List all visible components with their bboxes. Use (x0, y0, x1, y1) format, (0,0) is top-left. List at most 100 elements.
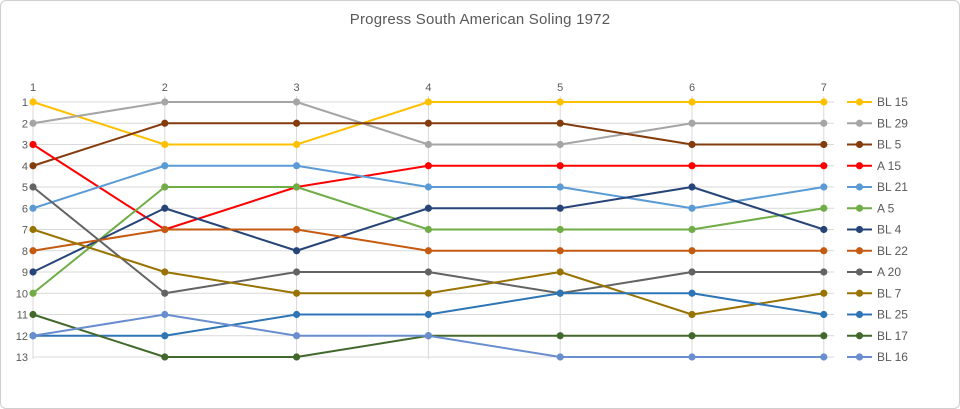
data-point-marker-bl-29-race-7[interactable] (820, 119, 828, 127)
legend-marker-icon (855, 332, 864, 340)
data-point-marker-a-20-race-2[interactable] (161, 289, 169, 297)
data-point-marker-a-5-race-5[interactable] (556, 225, 564, 234)
data-point-marker-bl-25-race-7[interactable] (820, 310, 828, 319)
data-point-marker-bl-22-race-4[interactable] (424, 247, 432, 255)
legend-item-bl-25[interactable]: BL 25 (847, 308, 908, 322)
legend-item-bl-4[interactable]: BL 4 (847, 223, 902, 237)
data-point-marker-bl-5-race-1[interactable] (29, 162, 37, 170)
data-point-marker-bl-16-race-3[interactable] (293, 332, 301, 340)
data-point-marker-a-20-race-3[interactable] (293, 268, 301, 276)
data-point-marker-bl-25-race-2[interactable] (161, 332, 169, 340)
data-point-marker-bl-29-race-3[interactable] (293, 98, 301, 106)
data-point-marker-bl-16-race-5[interactable] (556, 353, 564, 361)
data-point-marker-a-15-race-6[interactable] (688, 162, 696, 170)
data-point-marker-bl-17-race-2[interactable] (161, 353, 169, 361)
data-point-marker-bl-7-race-3[interactable] (293, 289, 301, 297)
data-point-marker-bl-21-race-6[interactable] (688, 204, 696, 212)
data-point-marker-a-15-race-1[interactable] (29, 140, 37, 149)
data-point-marker-bl-29-race-6[interactable] (688, 119, 696, 127)
data-point-marker-bl-22-race-3[interactable] (293, 225, 301, 234)
data-point-marker-bl-15-race-5[interactable] (556, 98, 564, 106)
data-point-marker-bl-16-race-6[interactable] (688, 353, 696, 361)
data-point-marker-a-5-race-4[interactable] (424, 225, 432, 234)
data-point-marker-bl-5-race-4[interactable] (424, 119, 432, 127)
data-point-marker-bl-17-race-5[interactable] (556, 332, 564, 340)
data-point-marker-a-20-race-4[interactable] (424, 268, 432, 276)
data-point-marker-bl-5-race-3[interactable] (293, 119, 301, 127)
legend-item-bl-29[interactable]: BL 29 (847, 116, 908, 130)
data-point-marker-bl-29-race-1[interactable] (29, 119, 37, 127)
data-point-marker-bl-4-race-2[interactable] (161, 204, 169, 212)
legend-item-bl-7[interactable]: BL 7 (847, 286, 902, 300)
data-point-marker-bl-4-race-7[interactable] (820, 225, 828, 234)
data-point-marker-bl-16-race-4[interactable] (424, 332, 432, 340)
data-point-marker-bl-4-race-4[interactable] (424, 204, 432, 212)
legend-item-a-5[interactable]: A 5 (847, 201, 895, 215)
data-point-marker-bl-4-race-1[interactable] (29, 268, 37, 276)
legend-item-bl-5[interactable]: BL 5 (847, 138, 902, 152)
data-point-marker-bl-15-race-3[interactable] (293, 140, 301, 149)
data-point-marker-a-15-race-5[interactable] (556, 162, 564, 170)
data-point-marker-bl-16-race-7[interactable] (820, 353, 828, 361)
data-point-marker-bl-7-race-5[interactable] (556, 268, 564, 276)
data-point-marker-bl-21-race-2[interactable] (161, 162, 169, 170)
data-point-marker-bl-29-race-4[interactable] (424, 140, 432, 149)
data-point-marker-bl-22-race-2[interactable] (161, 225, 169, 234)
data-point-marker-bl-22-race-6[interactable] (688, 247, 696, 255)
legend-item-bl-15[interactable]: BL 15 (847, 95, 908, 109)
data-point-marker-bl-15-race-1[interactable] (29, 98, 37, 106)
data-point-marker-bl-5-race-6[interactable] (688, 140, 696, 149)
data-point-marker-bl-5-race-5[interactable] (556, 119, 564, 127)
data-point-marker-bl-16-race-2[interactable] (161, 310, 169, 319)
legend-item-bl-21[interactable]: BL 21 (847, 180, 908, 194)
data-point-marker-bl-21-race-3[interactable] (293, 162, 301, 170)
data-point-marker-bl-17-race-7[interactable] (820, 332, 828, 340)
legend-item-a-15[interactable]: A 15 (847, 159, 901, 173)
data-point-marker-bl-17-race-3[interactable] (293, 353, 301, 361)
data-point-marker-a-5-race-2[interactable] (161, 183, 169, 191)
data-point-marker-a-15-race-4[interactable] (424, 162, 432, 170)
data-point-marker-a-5-race-6[interactable] (688, 225, 696, 234)
data-point-marker-a-5-race-7[interactable] (820, 204, 828, 212)
legend-item-bl-22[interactable]: BL 22 (847, 244, 908, 258)
data-point-marker-bl-25-race-4[interactable] (424, 310, 432, 319)
data-point-marker-bl-4-race-3[interactable] (293, 247, 301, 255)
data-point-marker-a-5-race-1[interactable] (29, 289, 37, 297)
data-point-marker-bl-21-race-4[interactable] (424, 183, 432, 191)
data-point-marker-bl-25-race-6[interactable] (688, 289, 696, 297)
data-point-marker-bl-29-race-2[interactable] (161, 98, 169, 106)
data-point-marker-bl-17-race-6[interactable] (688, 332, 696, 340)
data-point-marker-a-15-race-7[interactable] (820, 162, 828, 170)
data-point-marker-bl-15-race-4[interactable] (424, 98, 432, 106)
data-point-marker-bl-21-race-1[interactable] (29, 204, 37, 212)
data-point-marker-bl-15-race-7[interactable] (820, 98, 828, 106)
data-point-marker-bl-5-race-2[interactable] (161, 119, 169, 127)
data-point-marker-bl-29-race-5[interactable] (556, 140, 564, 149)
data-point-marker-bl-4-race-6[interactable] (688, 183, 696, 191)
data-point-marker-bl-21-race-7[interactable] (820, 183, 828, 191)
data-point-marker-bl-7-race-4[interactable] (424, 289, 432, 297)
legend-item-bl-16[interactable]: BL 16 (847, 350, 908, 364)
data-point-marker-bl-22-race-7[interactable] (820, 247, 828, 255)
legend-item-bl-17[interactable]: BL 17 (847, 329, 908, 343)
data-point-marker-bl-22-race-1[interactable] (29, 247, 37, 255)
data-point-marker-bl-7-race-6[interactable] (688, 310, 696, 319)
data-point-marker-bl-7-race-1[interactable] (29, 225, 37, 234)
data-point-marker-a-20-race-6[interactable] (688, 268, 696, 276)
data-point-marker-bl-5-race-7[interactable] (820, 140, 828, 149)
legend-item-a-20[interactable]: A 20 (847, 265, 901, 279)
data-point-marker-a-20-race-7[interactable] (820, 268, 828, 276)
data-point-marker-bl-17-race-1[interactable] (29, 310, 37, 319)
data-point-marker-bl-25-race-5[interactable] (556, 289, 564, 297)
data-point-marker-bl-22-race-5[interactable] (556, 247, 564, 255)
data-point-marker-bl-7-race-2[interactable] (161, 268, 169, 276)
data-point-marker-bl-25-race-3[interactable] (293, 310, 301, 319)
data-point-marker-a-20-race-1[interactable] (29, 183, 37, 191)
data-point-marker-a-5-race-3[interactable] (293, 183, 301, 191)
data-point-marker-bl-15-race-2[interactable] (161, 140, 169, 149)
data-point-marker-bl-4-race-5[interactable] (556, 204, 564, 212)
data-point-marker-bl-21-race-5[interactable] (556, 183, 564, 191)
data-point-marker-bl-7-race-7[interactable] (820, 289, 828, 297)
data-point-marker-bl-16-race-1[interactable] (29, 332, 37, 340)
data-point-marker-bl-15-race-6[interactable] (688, 98, 696, 106)
